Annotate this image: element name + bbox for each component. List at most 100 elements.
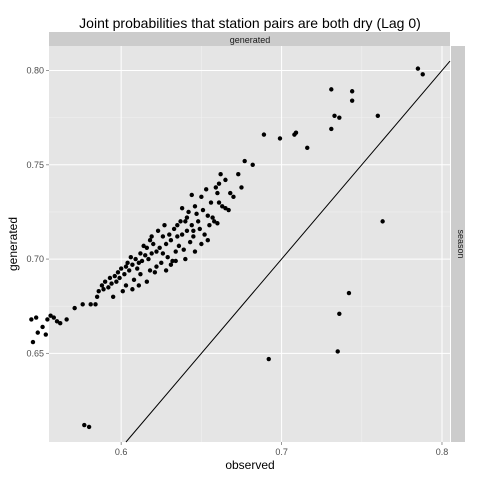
data-point: [127, 268, 132, 273]
x-axis-title: observed: [225, 458, 274, 472]
data-point: [160, 234, 166, 239]
data-point: [101, 287, 106, 292]
data-point: [136, 283, 142, 288]
data-point: [207, 222, 212, 228]
data-point: [131, 277, 137, 283]
data-point: [189, 192, 194, 198]
reference-line-layer: [125, 60, 451, 443]
data-point: [80, 302, 85, 307]
data-point: [208, 200, 214, 205]
data-point: [163, 241, 169, 247]
data-point: [216, 181, 222, 186]
data-point: [107, 275, 113, 281]
x-tick-label: 0.8: [436, 447, 449, 457]
data-point: [144, 279, 150, 284]
data-point: [157, 245, 162, 250]
data-point: [186, 209, 191, 215]
data-point: [337, 115, 342, 120]
x-tick-label: 0.7: [275, 447, 288, 457]
data-point: [33, 315, 39, 320]
data-point: [136, 260, 142, 266]
data-point: [236, 172, 241, 177]
data-point: [228, 190, 233, 196]
data-point: [99, 283, 105, 288]
data-point: [183, 219, 188, 224]
data-point: [380, 219, 385, 224]
data-point: [329, 87, 334, 92]
top-facet-label: generated: [230, 35, 271, 45]
data-point: [147, 238, 153, 243]
data-point: [82, 422, 87, 428]
data-point: [48, 313, 53, 318]
data-point: [168, 238, 174, 243]
data-point: [415, 66, 421, 71]
data-point: [160, 251, 166, 256]
data-point: [86, 424, 92, 430]
data-point: [123, 264, 129, 269]
data-point: [146, 256, 151, 262]
data-point: [43, 332, 48, 337]
data-point: [184, 215, 190, 220]
data-point: [170, 258, 175, 264]
data-point: [213, 185, 219, 190]
data-point: [250, 162, 255, 167]
data-point: [332, 113, 337, 118]
y-axis-title: generated: [6, 217, 20, 271]
data-point: [261, 132, 267, 137]
data-point: [152, 270, 158, 275]
data-point: [35, 330, 40, 335]
y-axis-ticks: 0.65 0.70 0.75 0.80: [26, 66, 49, 358]
data-point: [51, 315, 57, 320]
data-point: [329, 126, 334, 132]
data-point: [64, 317, 69, 322]
data-point: [293, 130, 299, 135]
data-point: [72, 305, 77, 311]
plot-panel: [49, 46, 450, 442]
right-facet-label: season: [456, 229, 466, 258]
data-point: [29, 317, 34, 322]
data-point: [106, 285, 111, 290]
data-point: [346, 290, 352, 296]
data-point: [337, 311, 342, 316]
data-point: [212, 219, 217, 224]
data-point: [215, 190, 220, 196]
data-point: [199, 194, 204, 200]
data-point: [189, 222, 194, 228]
data-point: [154, 264, 159, 269]
data-point: [215, 221, 220, 226]
data-point: [122, 271, 127, 277]
y-tick-label: 0.65: [26, 348, 44, 358]
data-point: [203, 187, 209, 192]
data-point: [143, 253, 148, 258]
data-point: [176, 243, 182, 249]
data-point: [141, 243, 146, 249]
data-point: [242, 158, 247, 164]
data-point: [165, 255, 170, 260]
data-point: [205, 213, 210, 218]
data-point: [181, 247, 186, 252]
data-point: [135, 266, 140, 271]
data-point: [159, 260, 164, 266]
data-point: [118, 266, 124, 271]
data-point: [93, 302, 98, 307]
data-point: [88, 302, 93, 307]
data-point: [179, 205, 185, 211]
data-point: [223, 205, 228, 211]
data-point: [144, 245, 150, 250]
major-gridlines: [49, 46, 450, 442]
data-point: [175, 234, 180, 239]
data-point: [195, 219, 201, 224]
data-point: [109, 281, 114, 286]
data-point: [226, 207, 231, 213]
data-point: [139, 258, 145, 264]
data-point: [147, 268, 153, 273]
data-point: [154, 249, 159, 254]
data-point: [40, 324, 45, 330]
data-point: [192, 204, 198, 209]
data-point: [199, 241, 204, 247]
data-point: [349, 89, 355, 94]
data-point: [133, 256, 138, 262]
data-point: [179, 232, 185, 237]
data-point: [184, 228, 190, 233]
